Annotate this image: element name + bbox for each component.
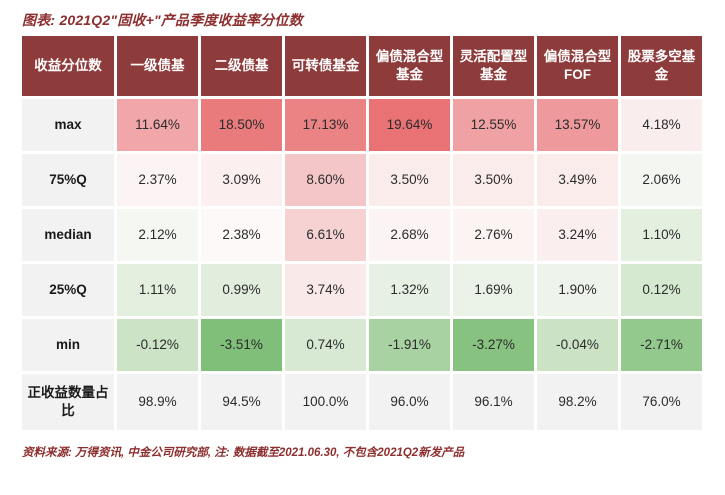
figure-title: 图表: 2021Q2"固收+"产品季度收益率分位数 [22, 12, 303, 28]
column-header: 股票多空基金 [621, 36, 702, 96]
value-cell: 1.32% [369, 264, 450, 316]
value-cell: -2.71% [621, 319, 702, 371]
value-cell: 2.06% [621, 154, 702, 206]
value-cell: 3.09% [201, 154, 282, 206]
row-label: 正收益数量占比 [22, 374, 114, 430]
value-cell: -0.04% [537, 319, 618, 371]
value-cell: 76.0% [621, 374, 702, 430]
value-cell: 1.11% [117, 264, 198, 316]
header-row: 收益分位数 一级债基 二级债基 可转债基金 偏债混合型基金 灵活配置型基金 偏债混合型FOF… [22, 36, 702, 96]
value-cell: 3.50% [369, 154, 450, 206]
table-row: 25%Q 1.11% 0.99% 3.74% 1.32% 1.69% 1.90% 0.12% [22, 264, 702, 316]
row-label: min [22, 319, 114, 371]
value-cell: 0.99% [201, 264, 282, 316]
corner-header: 收益分位数 [22, 36, 114, 96]
value-cell: 3.49% [537, 154, 618, 206]
column-header: 可转债基金 [285, 36, 366, 96]
quantile-heatmap-table: 收益分位数 一级债基 二级债基 可转债基金 偏债混合型基金 灵活配置型基金 偏债混合型FOF… [19, 33, 705, 433]
value-cell: 3.74% [285, 264, 366, 316]
row-label: max [22, 99, 114, 151]
table-row: 正收益数量占比 98.9% 94.5% 100.0% 96.0% 96.1% 98.2% 76… [22, 374, 702, 430]
value-cell: 2.12% [117, 209, 198, 261]
value-cell: 2.76% [453, 209, 534, 261]
table-row: max 11.64% 18.50% 17.13% 19.64% 12.55% 13.57% 4… [22, 99, 702, 151]
value-cell: 0.12% [621, 264, 702, 316]
value-cell: 3.50% [453, 154, 534, 206]
value-cell: 19.64% [369, 99, 450, 151]
value-cell: 1.69% [453, 264, 534, 316]
column-header: 灵活配置型基金 [453, 36, 534, 96]
value-cell: -3.27% [453, 319, 534, 371]
value-cell: 98.9% [117, 374, 198, 430]
row-label: median [22, 209, 114, 261]
value-cell: 2.37% [117, 154, 198, 206]
value-cell: 2.68% [369, 209, 450, 261]
value-cell: 13.57% [537, 99, 618, 151]
value-cell: 4.18% [621, 99, 702, 151]
value-cell: 1.10% [621, 209, 702, 261]
value-cell: 1.90% [537, 264, 618, 316]
value-cell: 8.60% [285, 154, 366, 206]
row-label: 25%Q [22, 264, 114, 316]
table-row: min -0.12% -3.51% 0.74% -1.91% -3.27% -0.04% -2… [22, 319, 702, 371]
source-note: 资料来源: 万得资讯, 中金公司研究部, 注: 数据截至2021.06.30, … [22, 447, 465, 459]
column-header: 一级债基 [117, 36, 198, 96]
value-cell: 3.24% [537, 209, 618, 261]
table-body: max 11.64% 18.50% 17.13% 19.64% 12.55% 13.57% 4… [22, 99, 702, 430]
value-cell: 96.0% [369, 374, 450, 430]
table-row: 75%Q 2.37% 3.09% 8.60% 3.50% 3.50% 3.49% 2.06% [22, 154, 702, 206]
value-cell: -1.91% [369, 319, 450, 371]
value-cell: 6.61% [285, 209, 366, 261]
value-cell: 98.2% [537, 374, 618, 430]
value-cell: 12.55% [453, 99, 534, 151]
column-header: 偏债混合型FOF [537, 36, 618, 96]
row-label: 75%Q [22, 154, 114, 206]
value-cell: -0.12% [117, 319, 198, 371]
value-cell: 18.50% [201, 99, 282, 151]
value-cell: 94.5% [201, 374, 282, 430]
value-cell: -3.51% [201, 319, 282, 371]
value-cell: 11.64% [117, 99, 198, 151]
value-cell: 0.74% [285, 319, 366, 371]
column-header: 偏债混合型基金 [369, 36, 450, 96]
table-header: 收益分位数 一级债基 二级债基 可转债基金 偏债混合型基金 灵活配置型基金 偏债混合型FOF… [22, 36, 702, 96]
value-cell: 96.1% [453, 374, 534, 430]
value-cell: 2.38% [201, 209, 282, 261]
value-cell: 17.13% [285, 99, 366, 151]
value-cell: 100.0% [285, 374, 366, 430]
column-header: 二级债基 [201, 36, 282, 96]
table-row: median 2.12% 2.38% 6.61% 2.68% 2.76% 3.24% 1.10… [22, 209, 702, 261]
